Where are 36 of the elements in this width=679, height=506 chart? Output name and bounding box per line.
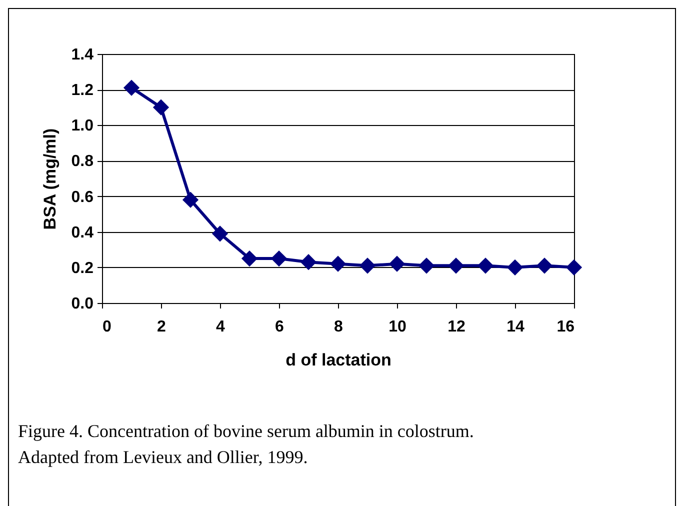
y-tick-label: 0.4: [71, 224, 94, 242]
x-tick-label: 6: [275, 318, 284, 336]
x-tick-label: 14: [506, 318, 524, 336]
point: [212, 226, 228, 242]
x-axis-title: d of lactation: [286, 350, 392, 370]
point: [536, 258, 553, 274]
x-tick-label: 16: [556, 318, 575, 336]
y-tick-label: 0.0: [71, 296, 94, 312]
point: [300, 254, 317, 270]
y-tick-label: 0.2: [71, 260, 94, 277]
point: [152, 99, 170, 116]
y-tick-label: 0.8: [71, 153, 94, 170]
point: [448, 258, 464, 274]
point: [566, 259, 582, 276]
point: [182, 192, 199, 208]
x-tick-label: 10: [388, 318, 406, 336]
y-axis-title: BSA (mg/ml): [40, 128, 60, 230]
x-tick-label: 4: [216, 318, 226, 336]
point: [123, 80, 140, 96]
point: [270, 250, 288, 267]
x-tick-label: 0: [102, 318, 112, 336]
x-tick-label: 2: [157, 318, 166, 336]
y-tick-label: 1.4: [71, 46, 94, 64]
x-tick-label: 12: [448, 318, 466, 336]
point: [506, 259, 524, 276]
point: [418, 258, 435, 274]
y-tick-label: 1.0: [71, 118, 94, 135]
y-tick-label: 0.6: [71, 188, 94, 206]
point: [241, 250, 258, 267]
point: [388, 256, 406, 272]
x-tick-label: 8: [334, 318, 344, 336]
caption: Figure 4. Concentration of bovine serum albumin in colostrum. Adapted from Levieux and Ollier, 1999.: [18, 420, 475, 469]
point: [477, 258, 494, 274]
point: [359, 258, 376, 274]
y-tick-label: 1.2: [71, 82, 94, 100]
point: [330, 256, 346, 272]
